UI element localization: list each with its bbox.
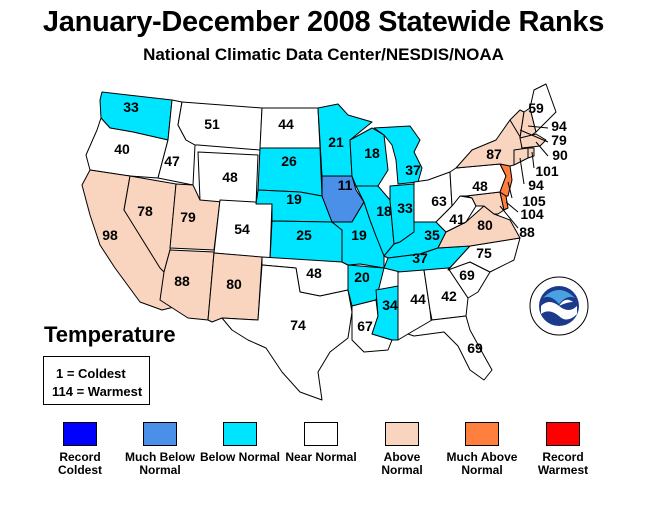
state-rank-id: 47	[164, 153, 180, 169]
state-rank-tn: 37	[412, 250, 428, 266]
leader-line-ma	[535, 141, 549, 157]
state-or[interactable]	[85, 117, 169, 179]
leader-line-vt	[519, 129, 549, 143]
state-rank-tx: 74	[290, 317, 306, 333]
map-subtitle: National Climatic Data Center/NESDIS/NOA…	[143, 45, 504, 64]
legend-swatch	[465, 422, 499, 446]
state-rank-nm: 80	[226, 276, 242, 292]
state-rank-nh: 94	[551, 118, 567, 134]
state-rank-ky: 35	[424, 227, 440, 243]
state-rank-mt: 51	[204, 116, 220, 132]
state-rank-nj: 105	[522, 193, 546, 209]
state-mt[interactable]	[177, 101, 263, 151]
state-rank-wa: 33	[123, 99, 139, 115]
state-rank-ut: 79	[180, 209, 196, 225]
leader-line-nh	[527, 125, 549, 129]
state-rank-nv: 78	[137, 203, 153, 219]
state-rank-mo: 19	[351, 227, 367, 243]
state-rank-wv: 41	[449, 211, 465, 227]
leader-line-ri	[531, 151, 535, 169]
state-rank-il: 18	[376, 203, 392, 219]
state-rank-la: 67	[357, 318, 373, 334]
state-va[interactable]	[437, 205, 521, 249]
legend-swatch	[546, 422, 580, 446]
noaa-logo	[529, 276, 589, 341]
legend-temperature-label: Temperature	[44, 322, 176, 347]
state-rank-ma: 90	[552, 147, 568, 163]
state-rank-mi: 37	[405, 162, 421, 178]
leader-line-md	[499, 205, 519, 229]
legend-label: Record Warmest	[537, 450, 589, 477]
state-rank-me: 59	[528, 100, 544, 116]
legend-item-much-above: Much Above Normal	[442, 422, 522, 477]
legend-item-record-warmest: Record Warmest	[523, 422, 603, 477]
state-rank-md: 88	[519, 224, 535, 240]
state-fl[interactable]	[407, 315, 493, 381]
scale-coldest: 1 = Coldest	[56, 366, 126, 381]
state-ma[interactable]	[519, 133, 547, 149]
state-rank-sd: 26	[281, 153, 297, 169]
state-tx[interactable]	[221, 264, 353, 401]
state-me[interactable]	[529, 83, 557, 133]
rank-labels: 33 40 47 51 48 98 78 79 54 88 80 44 26 19 25 48 74 21 11 19…	[102, 99, 568, 356]
state-rank-va: 80	[477, 217, 493, 233]
legend-swatch	[223, 422, 257, 446]
rank-scale-box: 1 = Coldest 114 = Warmest	[43, 356, 150, 405]
state-rank-in: 33	[397, 200, 413, 216]
state-rank-ar: 20	[354, 269, 370, 285]
state-rank-ca: 98	[102, 227, 118, 243]
legend-label: Much Below Normal	[124, 450, 195, 477]
state-rank-wy: 48	[222, 169, 238, 185]
scale-warmest: 114 = Warmest	[52, 384, 143, 399]
state-rank-wi: 18	[364, 145, 380, 161]
state-rank-ny: 87	[486, 146, 502, 162]
legend-label: Near Normal	[285, 450, 357, 464]
legend-item-above: Above Normal	[362, 422, 442, 477]
legend-item-record-coldest: Record Coldest	[40, 422, 120, 477]
state-rank-ok: 48	[306, 265, 322, 281]
state-mo[interactable]	[331, 201, 385, 269]
state-rank-oh: 63	[431, 193, 447, 209]
legend-item-near: Near Normal	[281, 422, 361, 464]
state-rank-az: 88	[174, 273, 190, 289]
legend-label: Much Above Normal	[446, 450, 518, 477]
state-rank-ne: 19	[286, 191, 302, 207]
legend-swatch	[63, 422, 97, 446]
map-title: January-December 2008 Statewide Ranks	[42, 6, 605, 38]
legend-label: Above Normal	[381, 450, 423, 477]
state-rank-ga: 42	[441, 288, 457, 304]
state-rank-de: 104	[520, 206, 544, 222]
state-wi[interactable]	[349, 127, 389, 187]
leader-line-ct	[519, 157, 525, 185]
state-rank-fl: 69	[467, 340, 483, 356]
state-rank-nd: 44	[278, 116, 294, 132]
state-rank-ia: 11	[338, 177, 353, 193]
legend-item-below: Below Normal	[200, 422, 280, 464]
state-rank-ks: 25	[296, 227, 312, 243]
state-ri[interactable]	[527, 147, 535, 159]
legend-item-much-below: Much Below Normal	[120, 422, 200, 477]
state-rank-co: 54	[234, 221, 250, 237]
state-rank-al: 44	[410, 291, 426, 307]
state-rank-ct: 94	[528, 177, 544, 193]
state-rank-ri: 101	[535, 163, 559, 179]
state-rank-pa: 48	[472, 178, 488, 194]
state-rank-nc: 75	[476, 245, 492, 261]
state-rank-ms: 34	[382, 297, 398, 313]
legend-swatch	[304, 422, 338, 446]
legend-swatch	[143, 422, 177, 446]
state-rank-mn: 21	[328, 134, 344, 150]
legend-label: Record Coldest	[57, 450, 102, 477]
state-rank-sc: 69	[459, 267, 475, 283]
legend-label: Below Normal	[200, 450, 281, 464]
legend-swatch	[385, 422, 419, 446]
noaa-seal-icon	[529, 276, 589, 336]
leader-line-nj	[507, 181, 513, 199]
leader-line-de	[505, 201, 519, 213]
state-rank-or: 40	[114, 141, 130, 157]
state-rank-vt: 79	[551, 132, 567, 148]
